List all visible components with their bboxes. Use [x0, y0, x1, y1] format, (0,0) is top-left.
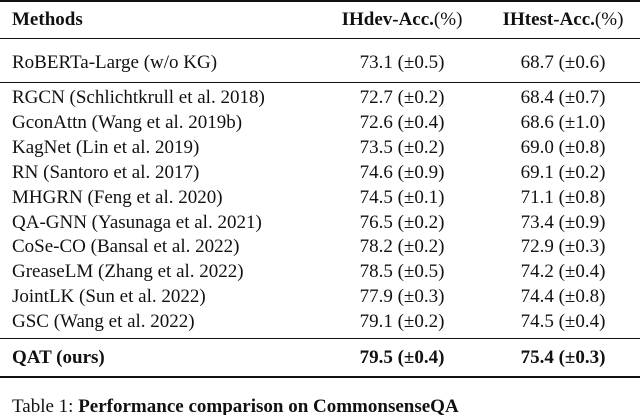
header-dev: IHdev-Acc.(%)	[322, 8, 482, 32]
dev-cell: 78.2 (±0.2)	[359, 236, 445, 258]
test-cell: 71.1 (±0.8)	[520, 186, 606, 208]
header-methods: Methods	[12, 9, 83, 30]
dev-cell: 79.5 (±0.4)	[359, 347, 445, 368]
test-cell: 74.2 (±0.4)	[520, 261, 606, 283]
dev-cell: 74.6 (±0.9)	[359, 161, 445, 183]
test-cell: 68.4 (±0.7)	[520, 87, 606, 108]
header-dev-text: IHdev-Acc.	[341, 9, 434, 30]
dev-cell: 78.5 (±0.5)	[359, 261, 445, 283]
header-test-unit: (%)	[594, 9, 624, 30]
test-cell: 69.0 (±0.8)	[520, 136, 606, 158]
method-cell: RoBERTa-Large (w/o KG)	[12, 52, 218, 73]
dev-cell: 72.7 (±0.2)	[359, 87, 445, 108]
test-cell: 68.6 (±1.0)	[520, 111, 606, 133]
top-rule	[0, 0, 640, 2]
method-cell: RN (Santoro et al. 2017)	[12, 161, 200, 183]
group-rule	[0, 82, 640, 83]
test-cell: 75.4 (±0.3)	[520, 347, 606, 368]
test-cell: 73.4 (±0.9)	[520, 211, 606, 233]
header-test-text: IHtest-Acc.	[502, 9, 595, 30]
method-cell: RGCN (Schlichtkrull et al. 2018)	[12, 87, 265, 108]
dev-cell: 72.6 (±0.4)	[359, 111, 445, 133]
method-cell: QAT (ours)	[12, 347, 105, 368]
method-cell: JointLK (Sun et al. 2022)	[12, 286, 206, 308]
test-cell: 68.7 (±0.6)	[520, 52, 606, 73]
test-cell: 74.4 (±0.8)	[520, 286, 606, 308]
test-cell: 72.9 (±0.3)	[520, 236, 606, 258]
method-cell: GSC (Wang et al. 2022)	[12, 311, 195, 333]
method-cell: MHGRN (Feng et al. 2020)	[12, 186, 223, 208]
header-test: IHtest-Acc.(%)	[486, 8, 640, 32]
table-caption: Table 1: Performance comparison on Commo…	[12, 396, 459, 415]
header-dev-unit: (%)	[433, 9, 463, 30]
dev-cell: 79.1 (±0.2)	[359, 311, 445, 333]
method-cell: KagNet (Lin et al. 2019)	[12, 136, 200, 158]
caption-label: Table 1:	[12, 396, 74, 415]
method-cell: GconAttn (Wang et al. 2019b)	[12, 111, 243, 133]
method-cell: QA-GNN (Yasunaga et al. 2021)	[12, 211, 262, 233]
group-rule	[0, 338, 640, 339]
dev-cell: 76.5 (±0.2)	[359, 211, 445, 233]
dev-cell: 73.5 (±0.2)	[359, 136, 445, 158]
dev-cell: 77.9 (±0.3)	[359, 286, 445, 308]
test-cell: 69.1 (±0.2)	[520, 161, 606, 183]
dev-cell: 74.5 (±0.1)	[359, 186, 445, 208]
header-rule	[0, 38, 640, 39]
caption-title: Performance comparison on CommonsenseQA	[78, 396, 459, 415]
dev-cell: 73.1 (±0.5)	[359, 52, 445, 73]
test-cell: 74.5 (±0.4)	[520, 311, 606, 333]
method-cell: CoSe-CO (Bansal et al. 2022)	[12, 236, 240, 258]
method-cell: GreaseLM (Zhang et al. 2022)	[12, 261, 244, 283]
bottom-rule	[0, 376, 640, 378]
